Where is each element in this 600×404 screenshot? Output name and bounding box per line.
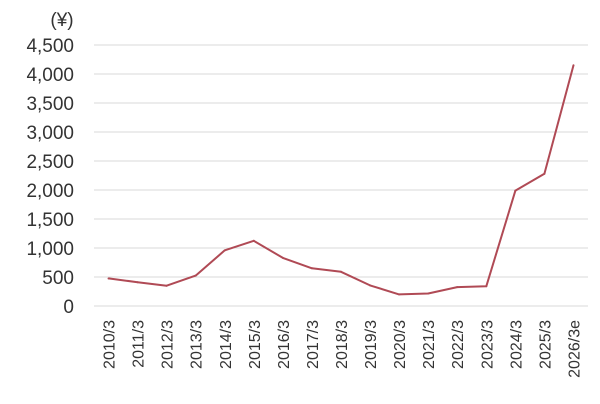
data-point [485,285,488,288]
x-tick-label: 2022/3 [450,320,467,369]
data-point [136,281,139,284]
x-tick-label: 2012/3 [160,320,177,369]
y-axis-ticks: 0 500 1,000 1,500 2,000 2,500 3,000 3,500 4,000 4… [26,36,74,318]
data-point [194,274,197,277]
data-point [223,249,226,252]
y-tick-label: 0 [63,297,74,318]
data-point [310,267,313,270]
data-point [252,239,255,242]
x-tick-label: 2025/3 [537,320,554,369]
x-tick-label: 2014/3 [218,320,235,369]
data-point [340,270,342,273]
data-point [427,292,430,295]
x-tick-label: 2010/3 [102,320,119,369]
data-point [107,277,110,280]
y-tick-label: 3,500 [26,94,74,115]
y-tick-label: 2,500 [26,152,74,173]
y-tick-label: 1,000 [26,239,74,260]
x-tick-label: 2024/3 [508,320,525,369]
y-tick-label: 4,000 [26,65,74,86]
y-tick-label: 2,000 [26,181,74,202]
data-point [543,172,546,175]
x-tick-label: 2011/3 [131,320,148,368]
data-point [398,293,401,296]
y-tick-label: 4,500 [26,36,74,57]
y-tick-label: 500 [42,268,74,289]
data-point [369,284,372,287]
x-tick-label: 2019/3 [363,320,380,369]
x-tick-label: 2013/3 [189,320,206,369]
x-tick-label: 2015/3 [247,320,264,369]
series-group [107,64,575,296]
data-point [572,64,575,67]
y-tick-label: 3,000 [26,123,74,144]
x-tick-label: 2016/3 [276,320,293,369]
x-tick-label: 2017/3 [305,320,322,369]
data-point [456,286,459,289]
series-line [108,65,575,296]
data-point [514,189,517,192]
x-axis-ticks: 2010/3 2011/3 2012/3 2013/3 2014/3 2015/3 2016… [102,320,584,378]
x-tick-label: 2023/3 [479,320,496,369]
x-tick-label: 2018/3 [334,320,351,369]
x-tick-label: 2020/3 [392,320,409,369]
y-tick-label: 1,500 [26,210,74,231]
data-point [165,284,168,287]
x-tick-label: 2021/3 [421,320,438,369]
gridlines [94,44,588,307]
y-unit-label: (¥) [50,10,73,31]
x-tick-label: 2026/3e [566,320,583,378]
data-point [281,256,284,259]
